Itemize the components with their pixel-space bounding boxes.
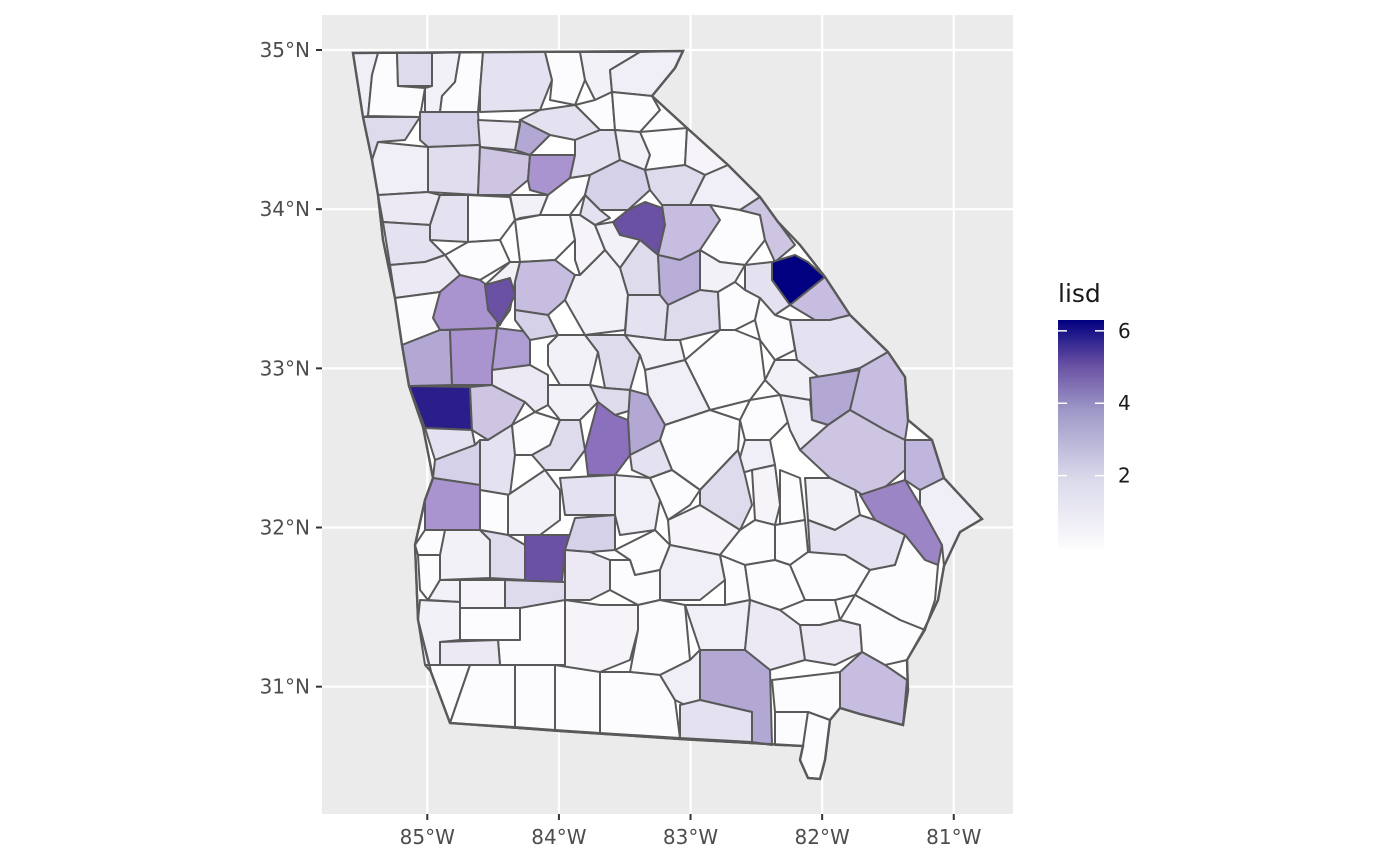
county[interactable] (554, 664, 601, 734)
county[interactable] (564, 514, 616, 553)
y-tick-label: 35°N (260, 38, 310, 62)
county-polygons (352, 50, 983, 780)
county[interactable] (439, 529, 491, 581)
county[interactable] (544, 51, 586, 106)
x-tick-label: 84°W (531, 825, 586, 849)
county[interactable] (467, 194, 516, 243)
georgia-state-border (351, 49, 984, 781)
y-tick-label: 31°N (260, 675, 310, 699)
legend-tick-label: 2 (1118, 464, 1131, 488)
x-tick-label: 83°W (663, 825, 718, 849)
county[interactable] (531, 419, 586, 471)
legend-tick-label: 4 (1118, 391, 1131, 415)
county[interactable] (754, 297, 796, 361)
county[interactable] (564, 549, 611, 601)
legend-tick-label: 6 (1118, 319, 1131, 343)
county[interactable] (459, 607, 521, 641)
x-tick-label: 85°W (400, 825, 455, 849)
county[interactable] (751, 464, 781, 526)
county[interactable] (477, 146, 531, 196)
y-tick-label: 32°N (260, 516, 310, 540)
y-tick-label: 33°N (260, 356, 310, 380)
county[interactable] (564, 599, 639, 673)
county[interactable] (439, 639, 501, 666)
county[interactable] (424, 477, 481, 531)
county[interactable] (579, 194, 611, 226)
county[interactable] (459, 579, 506, 609)
county[interactable] (491, 364, 549, 413)
county[interactable] (524, 534, 576, 583)
county[interactable] (429, 194, 469, 243)
county[interactable] (491, 327, 531, 371)
county[interactable] (419, 111, 481, 148)
county[interactable] (624, 294, 669, 341)
county[interactable] (514, 309, 559, 341)
county[interactable] (479, 51, 553, 113)
county[interactable] (584, 401, 631, 476)
legend: lisd 6 4 2 (1058, 279, 1131, 548)
y-tick-label: 34°N (260, 197, 310, 221)
y-axis: 35°N 34°N 33°N 32°N 31°N (260, 38, 322, 699)
county[interactable] (477, 119, 521, 151)
x-tick-label: 81°W (926, 825, 981, 849)
county[interactable] (649, 469, 701, 521)
county[interactable] (484, 277, 516, 326)
county[interactable] (679, 699, 753, 743)
county[interactable] (514, 259, 576, 316)
county[interactable] (449, 327, 498, 386)
county[interactable] (479, 489, 511, 536)
legend-title: lisd (1058, 279, 1101, 308)
legend-ticks: 6 4 2 (1058, 319, 1131, 488)
county[interactable] (639, 127, 688, 171)
x-tick-label: 82°W (795, 825, 850, 849)
county[interactable] (514, 664, 556, 731)
x-axis: 85°W 84°W 83°W 82°W 81°W (400, 814, 982, 849)
legend-colorbar (1058, 320, 1104, 548)
county[interactable] (427, 144, 481, 196)
county[interactable] (559, 474, 616, 516)
county[interactable] (396, 52, 433, 87)
county[interactable] (371, 141, 429, 196)
